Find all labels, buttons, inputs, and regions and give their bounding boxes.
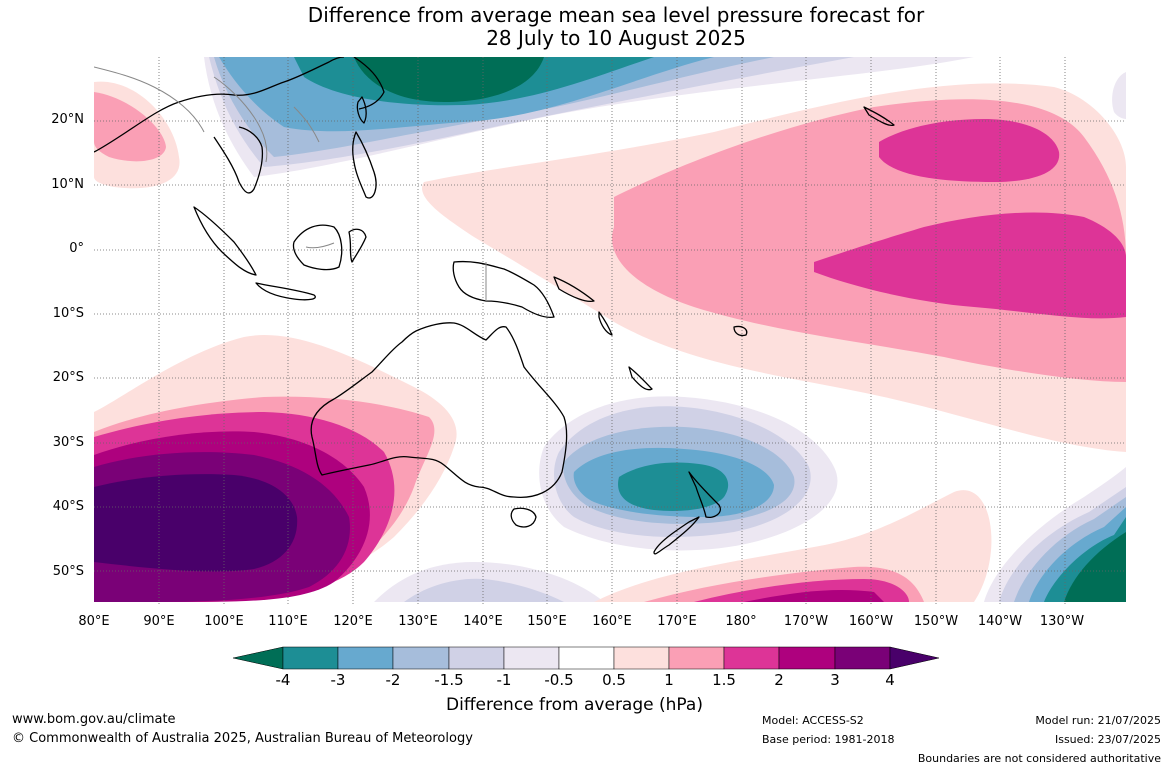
colorbar-label: 3 <box>830 671 840 689</box>
lon-label-130e: 130°E <box>398 614 438 629</box>
lon-label-140w: 140°W <box>977 614 1023 629</box>
lon-label-160w: 160°W <box>848 614 894 629</box>
colorbar-swatch-minus4-minus3 <box>282 646 339 670</box>
mainland-asia-coast <box>94 57 345 153</box>
colorbar-swatch-1.5-2 <box>723 646 780 670</box>
colorbar-label: -4 <box>275 671 291 689</box>
colorbar-swatch-minus3-minus2 <box>337 646 394 670</box>
new-caledonia-coast <box>628 366 653 391</box>
philippines-coast <box>352 131 377 199</box>
asia-border-3 <box>293 106 320 143</box>
lat-label-50s: 50°S <box>52 564 84 579</box>
title-line-2: 28 July to 10 August 2025 <box>486 26 746 50</box>
lon-label-130w: 130°W <box>1039 614 1085 629</box>
tasman-negative-lvl5 <box>618 462 729 511</box>
base-period: Base period: 1981-2018 <box>762 733 895 746</box>
colorbar-swatch-lt-minus4 <box>233 646 284 670</box>
lon-label-180: 180° <box>725 614 757 629</box>
chart-title: Difference from average mean sea level p… <box>0 4 1173 50</box>
colorbar-swatch-minus2-minus1.5 <box>392 646 450 670</box>
lat-label-20n: 20°N <box>51 112 84 127</box>
sulawesi-coast <box>348 228 367 263</box>
anomaly-map <box>94 57 1126 604</box>
borneo-coast <box>292 224 343 271</box>
map-svg <box>94 57 1126 604</box>
colorbar-swatch-gt-4 <box>889 646 939 670</box>
model-run-date: Model run: 21/07/2025 <box>1035 714 1161 727</box>
colorbar-swatch-minus1-minus0.5 <box>503 646 560 670</box>
lon-label-80e: 80°E <box>78 614 110 629</box>
lon-label-150e: 150°E <box>527 614 567 629</box>
solomon-coast <box>553 276 595 303</box>
colorbar-label: 2 <box>774 671 784 689</box>
lon-label-110e: 110°E <box>268 614 308 629</box>
tasmania-coast <box>510 507 537 528</box>
taiwan-coast <box>356 96 367 124</box>
colorbar-swatch-3-4 <box>834 646 891 670</box>
lon-label-170e: 170°E <box>657 614 697 629</box>
lat-label-10n: 10°N <box>51 177 84 192</box>
lon-label-90e: 90°E <box>143 614 175 629</box>
lat-label-30s: 30°S <box>52 435 84 450</box>
indian-positive-lvl6 <box>94 474 298 572</box>
japan-coast <box>353 57 385 110</box>
lon-label-100e: 100°E <box>204 614 244 629</box>
nz-north-island <box>688 471 721 519</box>
new-guinea-coast <box>452 260 555 319</box>
country-borders <box>94 66 487 301</box>
lon-label-170w: 170°W <box>783 614 829 629</box>
boundaries-disclaimer: Boundaries are not considered authoritat… <box>917 752 1161 765</box>
colorbar-label: 4 <box>885 671 895 689</box>
hawaii-coast <box>863 106 895 127</box>
colorbar <box>233 646 939 670</box>
asia-border-2 <box>213 76 268 163</box>
fiji-coast <box>733 325 748 337</box>
colorbar-label: -0.5 <box>544 671 574 689</box>
ne-corner-positive <box>1112 72 1126 119</box>
nz-south-island <box>653 516 700 555</box>
coastlines <box>94 57 895 555</box>
copyright-notice: © Commonwealth of Australia 2025, Austra… <box>12 731 473 746</box>
south-pacific-positive-lvl4 <box>744 590 884 602</box>
lon-label-120e: 120°E <box>333 614 373 629</box>
asia-border-1 <box>94 66 205 133</box>
pacific-positive-lvl3b <box>814 212 1126 319</box>
vanuatu-coast <box>598 311 613 336</box>
model-name: Model: ACCESS-S2 <box>762 714 864 727</box>
pacific-positive-lvl3a <box>879 119 1060 182</box>
website-link[interactable]: www.bom.gov.au/climate <box>12 712 176 727</box>
australia-coast <box>310 322 568 498</box>
southern-negative-belt-2 <box>404 578 564 602</box>
indochina-coast <box>213 126 264 194</box>
lat-label-20s: 20°S <box>52 370 84 385</box>
colorbar-swatch-2-3 <box>778 646 836 670</box>
north-pacific-anomaly-lvl6 <box>354 57 544 102</box>
colorbar-label: -1.5 <box>434 671 464 689</box>
sumatra-coast <box>193 206 257 276</box>
se-negative-lvl6 <box>1064 532 1126 602</box>
java-coast <box>255 282 316 301</box>
colorbar-swatch-1-1.5 <box>668 646 725 670</box>
title-line-1: Difference from average mean sea level p… <box>307 3 925 27</box>
lat-label-0: 0° <box>69 241 84 256</box>
nw-positive-lvl2 <box>94 92 166 162</box>
colorbar-label: -1 <box>496 671 512 689</box>
lat-label-10s: 10°S <box>52 306 84 321</box>
borneo-border <box>305 242 335 249</box>
lat-label-40s: 40°S <box>52 499 84 514</box>
colorbar-swatch-minus0.5-0.5 <box>558 646 615 670</box>
lon-label-150w: 150°W <box>913 614 959 629</box>
colorbar-label: -3 <box>330 671 346 689</box>
colorbar-label: 1.5 <box>712 671 736 689</box>
colorbar-title: Difference from average (hPa) <box>446 695 703 715</box>
lon-label-160e: 160°E <box>592 614 632 629</box>
issued-date: Issued: 23/07/2025 <box>1054 733 1161 746</box>
lon-label-140e: 140°E <box>463 614 503 629</box>
colorbar-swatch-0.5-1 <box>613 646 670 670</box>
colorbar-label: 0.5 <box>602 671 626 689</box>
colorbar-label: -2 <box>385 671 401 689</box>
colorbar-label: 1 <box>664 671 674 689</box>
colorbar-swatch-minus1.5-minus1 <box>448 646 505 670</box>
